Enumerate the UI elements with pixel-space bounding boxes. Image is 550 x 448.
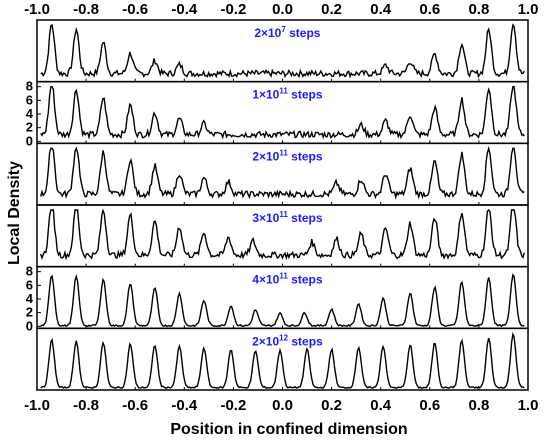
x-tick-label-top: 0.0 bbox=[272, 1, 293, 18]
x-tick-label: -0.2 bbox=[220, 397, 246, 414]
y-tick-label: 2 bbox=[26, 305, 33, 320]
y-tick-label: 0 bbox=[26, 318, 33, 333]
x-tick-label: -0.6 bbox=[122, 397, 148, 414]
panel-label: 2×1011 steps bbox=[252, 148, 323, 163]
x-tick-label: -1.0 bbox=[24, 397, 50, 414]
y-axis-title: Local Density bbox=[6, 161, 23, 265]
density-panel: 3×1011 steps bbox=[36, 204, 529, 268]
y-tick-label: 4 bbox=[26, 106, 34, 121]
x-tick-label-top: 0.2 bbox=[321, 1, 342, 18]
panel-label: 3×1011 steps bbox=[252, 210, 323, 225]
x-tick-label: 0.4 bbox=[370, 397, 392, 414]
y-tick-label: 6 bbox=[26, 277, 33, 292]
density-panel: 2×1012 steps bbox=[36, 327, 529, 391]
panel-label: 2×1012 steps bbox=[252, 333, 323, 348]
density-panel: 1×1011 steps bbox=[36, 80, 529, 145]
x-axis-title: Position in confined dimension bbox=[170, 421, 407, 438]
x-tick-label: 0.2 bbox=[321, 397, 342, 414]
density-panel: 4×1011 steps bbox=[36, 265, 529, 330]
x-tick-label: 0.8 bbox=[468, 397, 489, 414]
density-line bbox=[40, 85, 525, 140]
x-tick-label-top: -0.8 bbox=[73, 1, 99, 18]
y-tick-label: 8 bbox=[26, 79, 33, 94]
x-tick-label-top: -1.0 bbox=[24, 1, 50, 18]
x-tick-label-top: 0.4 bbox=[370, 1, 392, 18]
density-line bbox=[40, 273, 525, 328]
y-tick-label: 0 bbox=[26, 133, 33, 148]
y-tick-label: 8 bbox=[26, 264, 33, 279]
x-tick-label-top: -0.6 bbox=[122, 1, 148, 18]
x-tick-label-top: 0.6 bbox=[419, 1, 440, 18]
x-tick-label: 1.0 bbox=[518, 397, 539, 414]
x-tick-label: 0.6 bbox=[419, 397, 440, 414]
panel-label: 4×1011 steps bbox=[252, 272, 323, 287]
density-line bbox=[40, 23, 525, 79]
y-tick-label: 4 bbox=[26, 291, 34, 306]
density-line bbox=[40, 208, 525, 261]
x-tick-label-top: -0.4 bbox=[171, 1, 198, 18]
x-tick-label-top: 0.8 bbox=[468, 1, 489, 18]
x-tick-label-top: -0.2 bbox=[220, 1, 246, 18]
x-tick-label: -0.8 bbox=[73, 397, 99, 414]
x-tick-label: -0.4 bbox=[171, 397, 198, 414]
x-tick-label: 0.0 bbox=[272, 397, 293, 414]
y-tick-label: 2 bbox=[26, 120, 33, 135]
panel-label: 1×1011 steps bbox=[252, 87, 323, 102]
density-line bbox=[40, 145, 525, 200]
density-panel: 2×1011 steps bbox=[36, 142, 529, 206]
density-line bbox=[40, 331, 525, 390]
density-panel: 2×107 steps bbox=[36, 19, 529, 83]
y-tick-label: 6 bbox=[26, 92, 33, 107]
x-tick-label-top: 1.0 bbox=[518, 1, 539, 18]
panel-label: 2×107 steps bbox=[254, 25, 320, 40]
